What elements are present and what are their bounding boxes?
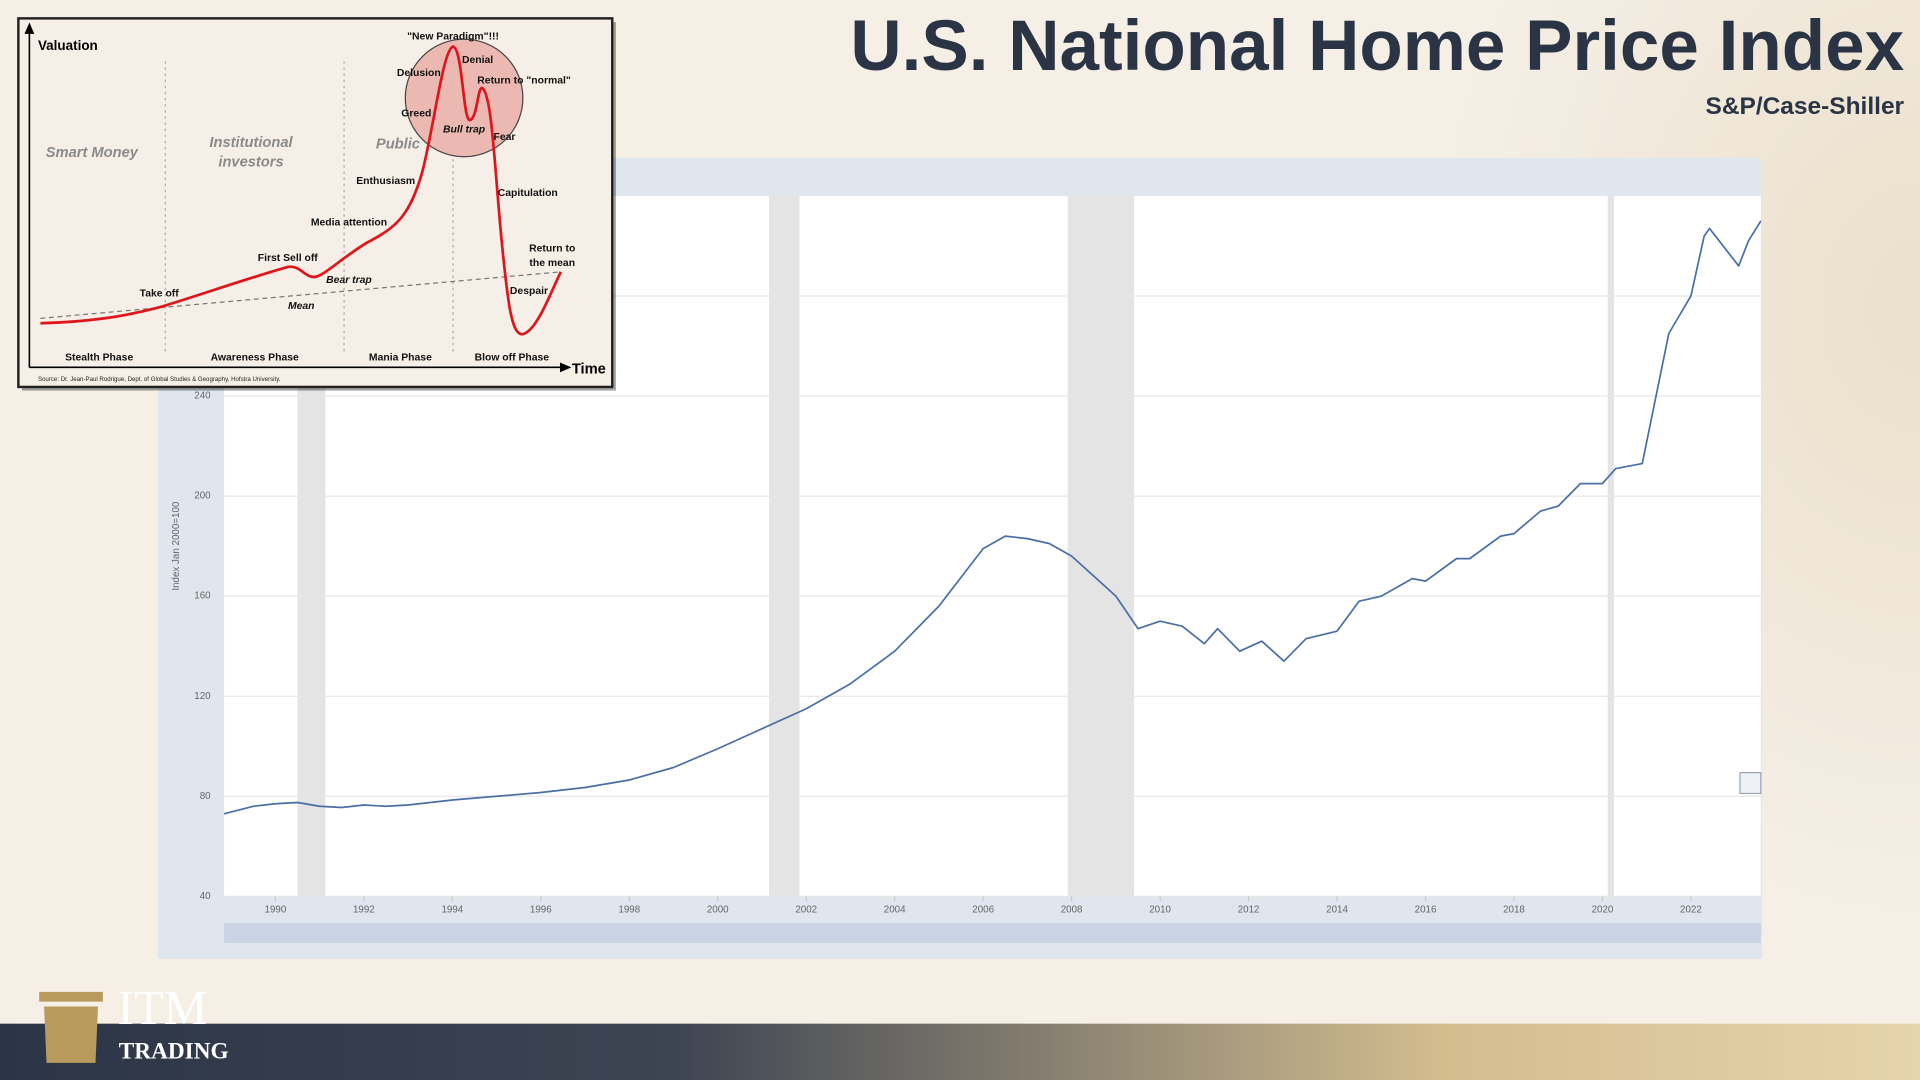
stage-label: Mean [288, 301, 315, 312]
phase-label: Blow off Phase [475, 352, 550, 363]
stage-label: the mean [529, 258, 575, 269]
group-label: investors [218, 155, 283, 171]
stage-label: Enthusiasm [356, 176, 415, 187]
stage-label: Denial [462, 55, 493, 66]
x-tick-label: 2006 [972, 904, 994, 915]
stage-label: Media attention [311, 218, 387, 229]
y-tick-label: 200 [194, 491, 211, 502]
stage-label: Capitulation [498, 188, 558, 199]
x-tick-label: 1996 [530, 904, 552, 915]
x-tick-label: 1992 [353, 904, 375, 915]
y-tick-label: 240 [194, 391, 211, 402]
x-tick-label: 2020 [1592, 904, 1614, 915]
zoom-button[interactable] [1739, 772, 1762, 795]
stage-label: Take off [140, 289, 180, 300]
y-tick-label: 160 [194, 591, 211, 602]
inset-axes [24, 22, 572, 373]
group-label: Institutional [209, 135, 293, 151]
stage-label: Fear [494, 132, 516, 143]
x-tick-label: 2000 [707, 904, 729, 915]
stage-label: Return to [529, 243, 575, 254]
group-label: Smart Money [46, 145, 139, 161]
logo-name: ITM [118, 980, 208, 1035]
y-tick-label: 40 [200, 891, 211, 902]
stage-label: Bull trap [443, 125, 486, 136]
recession-band [1067, 195, 1135, 897]
x-tick-label: 2010 [1149, 904, 1171, 915]
stage-label: Return to "normal" [477, 76, 571, 87]
subtitle: S&P/Case-Shiller [1706, 93, 1905, 120]
x-tick-label: 1994 [441, 904, 463, 915]
logo-icon [39, 991, 103, 1063]
recession-band [769, 195, 800, 897]
y-tick-label: 120 [194, 691, 211, 702]
phase-label: Awareness Phase [211, 352, 299, 363]
stage-label: "New Paradigm"!!! [407, 31, 499, 42]
x-tick-label: 2016 [1415, 904, 1437, 915]
x-tick-label: 2008 [1061, 904, 1083, 915]
x-tick-label: 2002 [795, 904, 817, 915]
x-tick-label: 1990 [265, 904, 287, 915]
logo: ITM TRADING [39, 980, 229, 1064]
stage-label: Greed [401, 109, 431, 120]
inset-frame [17, 17, 614, 389]
title: U.S. National Home Price Index [850, 7, 1904, 86]
x-tick-label: 2022 [1680, 904, 1702, 915]
inset-diagram: Valuation Time Smart Money Institutional… [17, 17, 616, 391]
inset-x-label: Time [572, 362, 606, 378]
x-tick-label: 2014 [1326, 904, 1348, 915]
phase-label: Mania Phase [369, 352, 432, 363]
chart-panel: Index Jan 2000=100 408012016020024028019… [157, 157, 1763, 959]
arrow [560, 362, 572, 373]
source: Source: Dr. Jean-Paul Rodrigue, Dept. of… [38, 376, 281, 383]
arrow [24, 22, 35, 34]
x-tick-label: 2004 [884, 904, 906, 915]
data-line [223, 220, 1762, 815]
inset-y-label: Valuation [38, 38, 98, 53]
y-axis-label: Index Jan 2000=100 [171, 501, 182, 590]
stage-label: Bear trap [326, 275, 372, 286]
x-tick-label: 2012 [1238, 904, 1260, 915]
recession-band [1607, 195, 1614, 897]
group-label: Public [376, 136, 420, 152]
x-tick-label: 2018 [1503, 904, 1525, 915]
navigator[interactable] [224, 923, 1761, 943]
logo-tagline: TRADING [119, 1038, 229, 1064]
mean-line [40, 271, 561, 319]
stage-label: First Sell off [258, 253, 319, 264]
x-tick-label: 1998 [618, 904, 640, 915]
stage-label: Despair [510, 286, 548, 297]
stage-label: Delusion [397, 68, 441, 79]
phase-label: Stealth Phase [65, 352, 133, 363]
footer-bar [0, 1023, 1920, 1080]
bubble-curve [40, 45, 563, 336]
y-tick-label: 80 [200, 791, 211, 802]
